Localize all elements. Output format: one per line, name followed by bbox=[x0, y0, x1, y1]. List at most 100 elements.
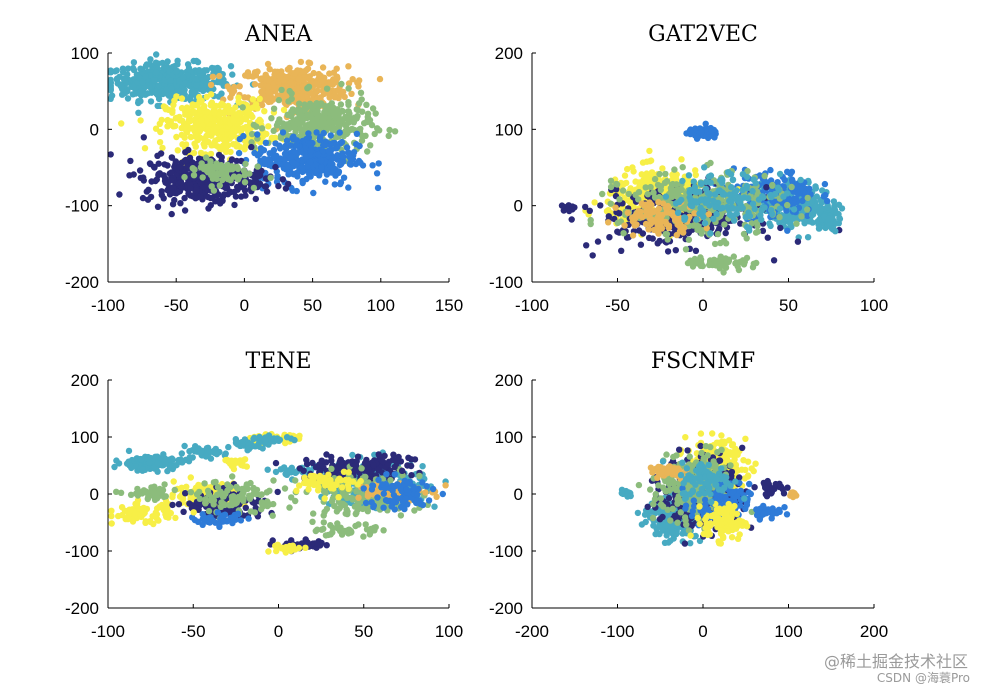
point-teal bbox=[130, 66, 138, 74]
point-yellow bbox=[629, 164, 636, 171]
point-blue bbox=[327, 132, 334, 139]
point-yellow bbox=[172, 122, 179, 130]
point-green bbox=[326, 118, 333, 126]
point-blue bbox=[338, 138, 346, 146]
point-orange bbox=[319, 64, 327, 71]
point-green bbox=[229, 473, 236, 480]
point-yellow bbox=[228, 457, 235, 464]
point-blue bbox=[374, 184, 382, 192]
point-blue bbox=[282, 142, 289, 150]
point-teal bbox=[719, 191, 727, 198]
point-navy bbox=[566, 207, 573, 215]
point-green bbox=[371, 130, 378, 138]
point-navy bbox=[606, 234, 613, 241]
point-green bbox=[325, 102, 333, 110]
point-blue bbox=[784, 168, 791, 175]
point-orange bbox=[209, 73, 217, 81]
point-navy bbox=[568, 216, 575, 223]
point-orange bbox=[249, 73, 257, 80]
point-blue bbox=[767, 166, 774, 174]
point-orange bbox=[333, 73, 341, 80]
point-yellow bbox=[227, 148, 234, 156]
point-green bbox=[285, 98, 292, 105]
point-orange bbox=[655, 230, 662, 237]
point-orange bbox=[655, 211, 663, 218]
point-yellow bbox=[152, 509, 159, 516]
point-navy bbox=[139, 194, 147, 202]
point-orange bbox=[264, 88, 272, 96]
point-teal bbox=[701, 220, 709, 227]
point-green bbox=[798, 213, 805, 220]
point-yellow bbox=[156, 120, 163, 128]
x-tick-label: 150 bbox=[435, 296, 463, 315]
point-navy bbox=[637, 241, 645, 248]
point-teal bbox=[261, 436, 269, 444]
point-navy bbox=[164, 162, 171, 169]
point-teal bbox=[727, 171, 735, 178]
point-green bbox=[251, 509, 259, 516]
point-blue bbox=[806, 185, 813, 192]
point-yellow bbox=[164, 116, 171, 124]
point-navy bbox=[195, 155, 203, 162]
point-green bbox=[358, 137, 366, 144]
point-navy bbox=[176, 164, 183, 171]
point-yellow bbox=[187, 474, 194, 481]
point-orange bbox=[207, 81, 215, 89]
point-blue bbox=[331, 181, 338, 188]
point-green bbox=[193, 491, 201, 498]
point-yellow bbox=[162, 106, 169, 113]
point-yellow bbox=[182, 126, 189, 133]
point-navy bbox=[126, 172, 133, 179]
point-navy bbox=[182, 149, 189, 156]
point-navy bbox=[162, 178, 170, 186]
point-green bbox=[304, 85, 311, 92]
point-navy bbox=[770, 257, 778, 264]
point-teal bbox=[220, 76, 227, 84]
point-blue bbox=[824, 197, 831, 205]
point-yellow bbox=[275, 543, 282, 551]
point-navy bbox=[182, 156, 190, 164]
point-blue bbox=[334, 144, 341, 151]
point-teal bbox=[712, 203, 719, 211]
y-tick-label: 0 bbox=[514, 197, 523, 216]
point-blue bbox=[251, 149, 258, 157]
point-yellow bbox=[207, 150, 215, 158]
point-navy bbox=[140, 134, 147, 141]
point-orange bbox=[354, 80, 362, 87]
point-navy bbox=[794, 238, 802, 245]
point-navy bbox=[192, 195, 199, 202]
point-teal bbox=[175, 87, 182, 95]
point-green bbox=[201, 480, 208, 487]
point-blue bbox=[821, 180, 829, 188]
point-orange bbox=[326, 70, 333, 77]
point-green bbox=[210, 494, 217, 501]
point-blue bbox=[322, 178, 329, 185]
point-navy bbox=[127, 157, 134, 165]
point-teal bbox=[233, 437, 240, 445]
point-yellow bbox=[197, 149, 205, 157]
point-navy bbox=[140, 174, 147, 181]
point-green bbox=[284, 111, 291, 119]
point-teal bbox=[700, 213, 707, 221]
point-teal bbox=[124, 95, 132, 102]
point-teal bbox=[761, 204, 768, 211]
point-blue bbox=[794, 190, 802, 197]
point-green bbox=[233, 483, 240, 491]
point-green bbox=[644, 191, 651, 198]
point-green bbox=[220, 493, 227, 500]
point-navy bbox=[185, 190, 192, 197]
point-orange bbox=[263, 76, 270, 84]
point-yellow bbox=[118, 120, 125, 127]
point-yellow bbox=[211, 117, 218, 125]
point-navy bbox=[107, 151, 114, 158]
point-blue bbox=[373, 170, 381, 177]
point-green bbox=[134, 492, 142, 499]
point-yellow bbox=[127, 507, 134, 515]
point-yellow bbox=[190, 509, 197, 516]
point-green bbox=[668, 181, 676, 188]
point-teal bbox=[186, 95, 194, 102]
point-navy bbox=[175, 501, 183, 508]
point-teal bbox=[283, 434, 291, 441]
point-green bbox=[776, 213, 783, 221]
